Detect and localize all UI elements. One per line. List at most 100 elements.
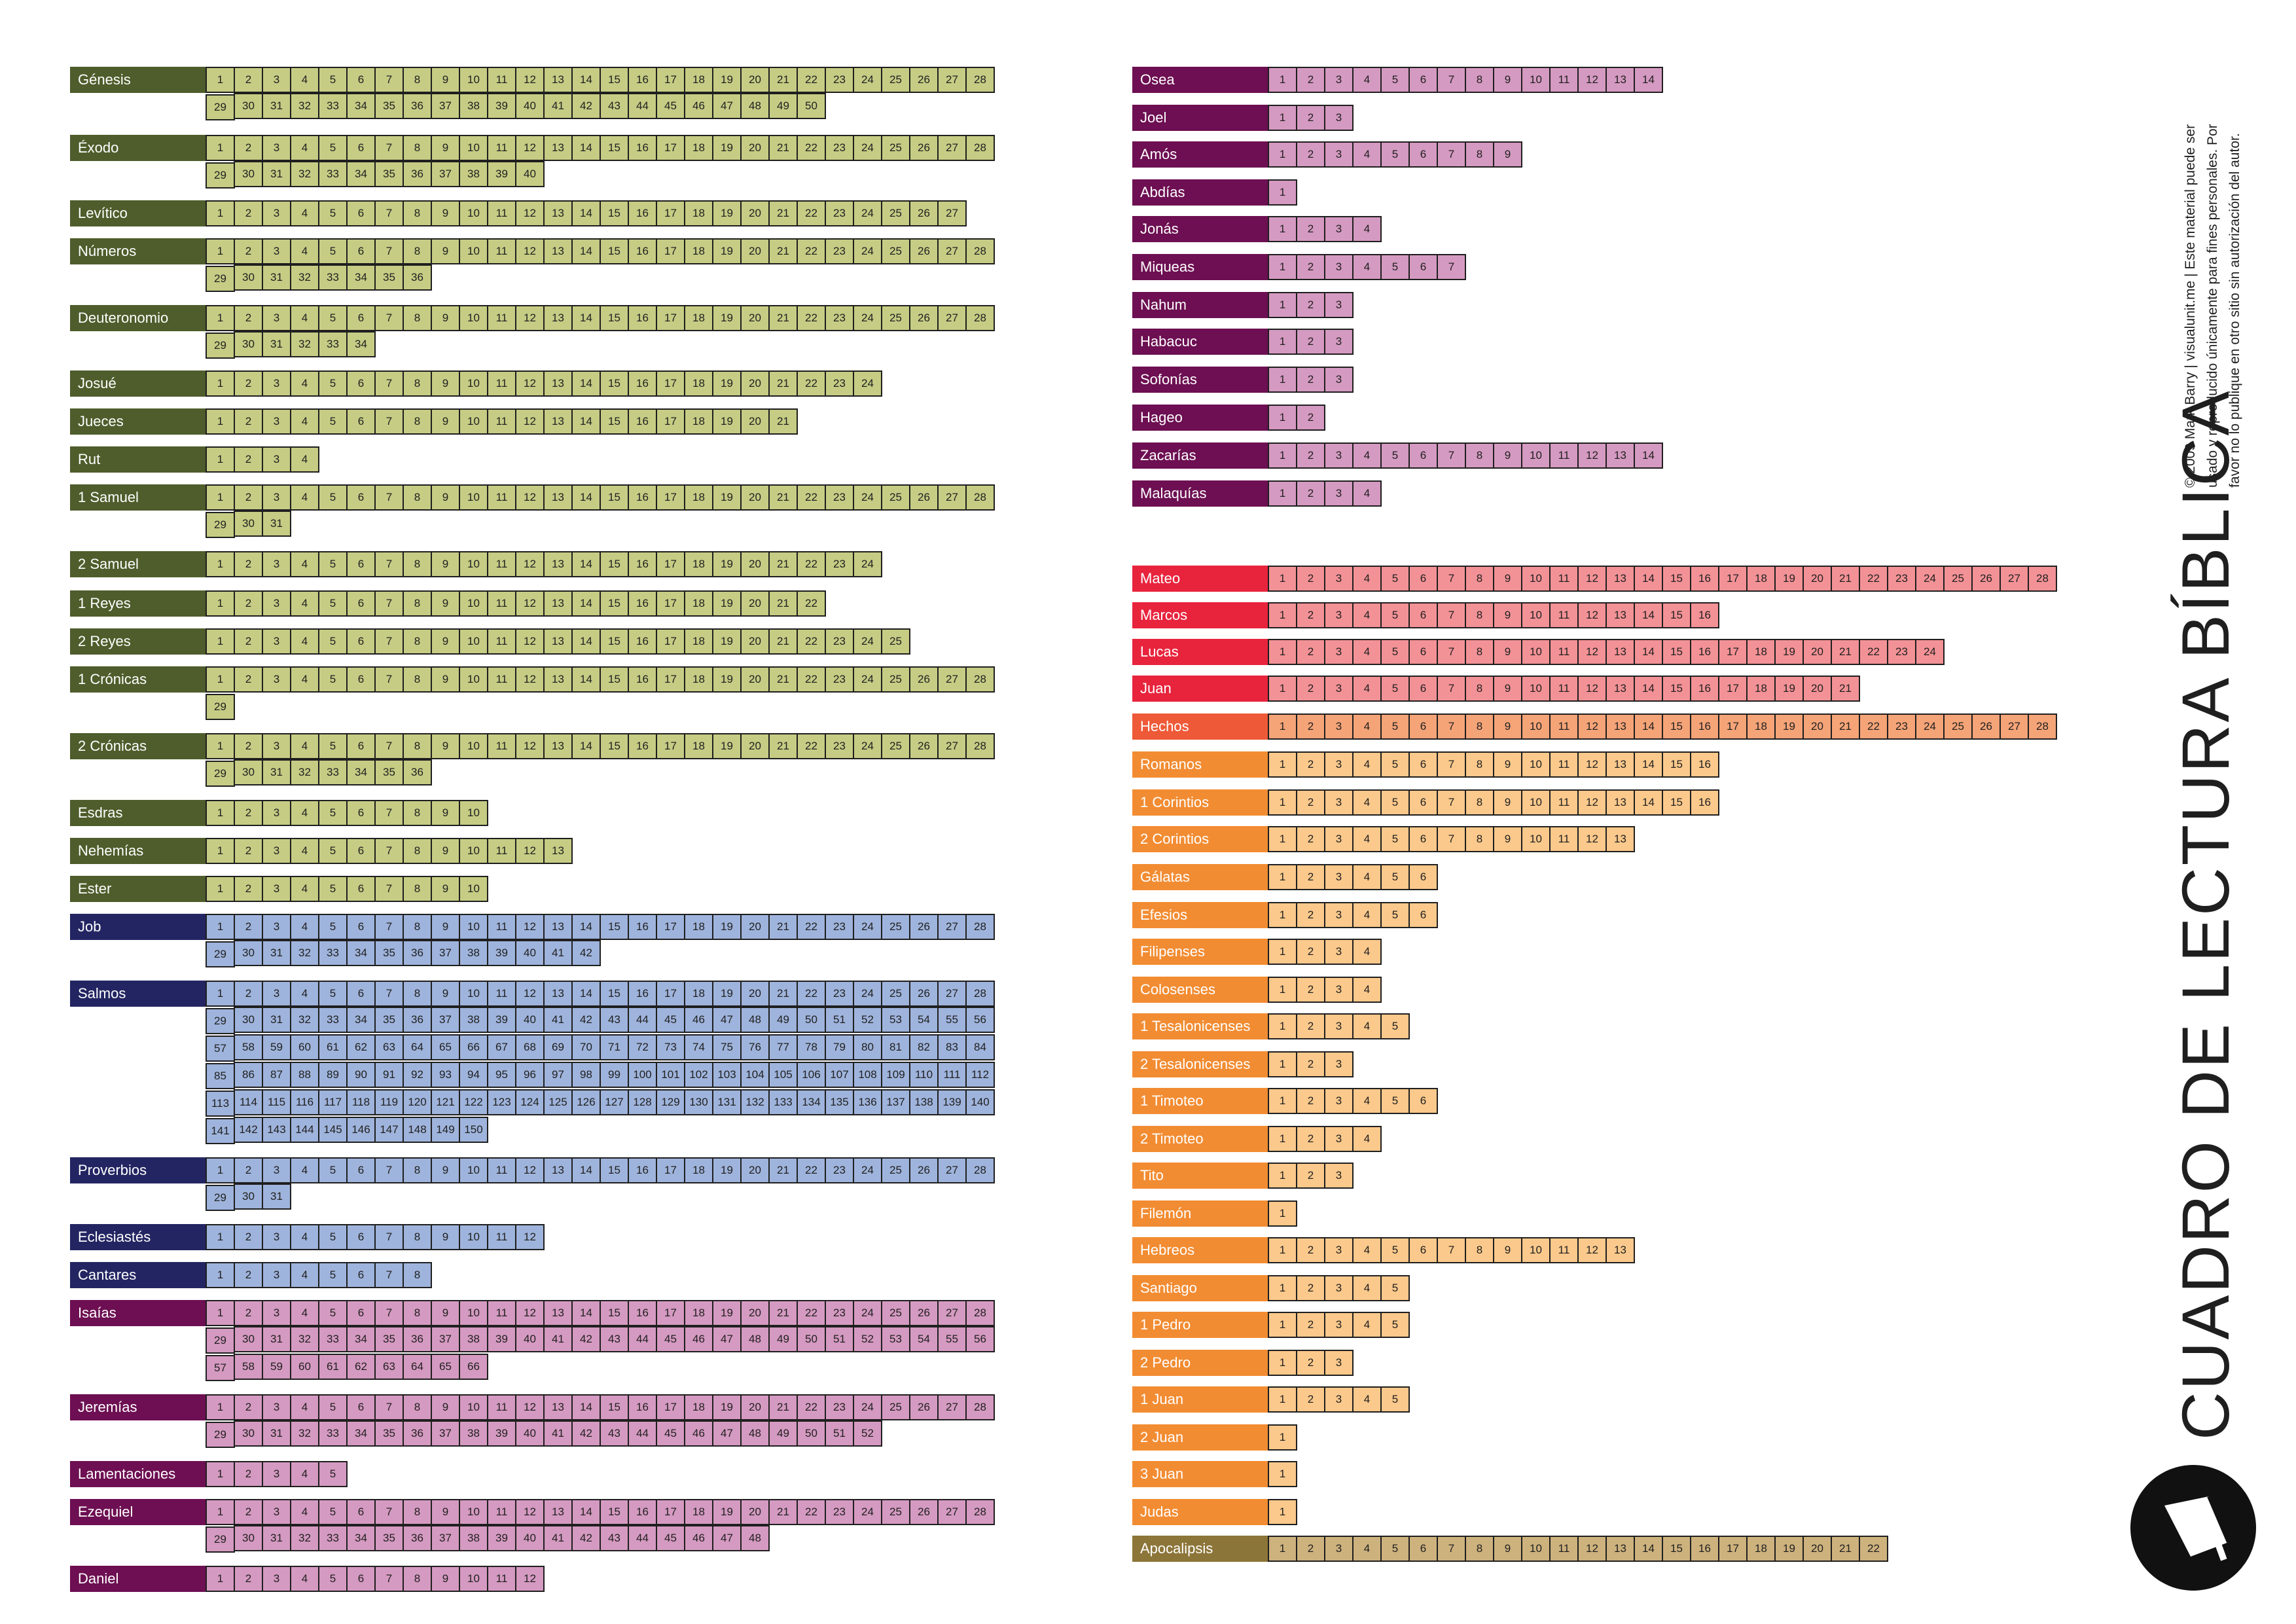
chapter-cell[interactable]: 25 bbox=[881, 238, 910, 264]
chapter-cell[interactable]: 4 bbox=[1352, 480, 1382, 507]
chapter-cell[interactable]: 2 bbox=[234, 551, 263, 577]
chapter-cell[interactable]: 13 bbox=[1605, 751, 1635, 778]
chapter-cell[interactable]: 6 bbox=[346, 67, 376, 93]
chapter-cell[interactable]: 1 bbox=[1268, 480, 1297, 507]
chapter-cell[interactable]: 19 bbox=[1774, 566, 1804, 592]
chapter-cell[interactable]: 3 bbox=[262, 135, 291, 161]
chapter-cell[interactable]: 10 bbox=[459, 67, 488, 93]
chapter-cell[interactable]: 15 bbox=[600, 1394, 629, 1420]
chapter-cell[interactable]: 24 bbox=[853, 551, 882, 577]
chapter-cell[interactable]: 30 bbox=[234, 940, 263, 966]
chapter-cell[interactable]: 25 bbox=[881, 200, 910, 226]
chapter-cell[interactable]: 10 bbox=[1521, 1536, 1551, 1562]
chapter-cell[interactable]: 2 bbox=[1296, 939, 1325, 965]
chapter-cell[interactable]: 6 bbox=[346, 408, 376, 435]
chapter-cell[interactable]: 2 bbox=[1296, 216, 1325, 242]
chapter-cell[interactable]: 3 bbox=[262, 838, 291, 864]
chapter-cell[interactable]: 5 bbox=[318, 733, 348, 759]
chapter-cell[interactable]: 11 bbox=[487, 1394, 516, 1420]
chapter-cell[interactable]: 13 bbox=[543, 305, 573, 331]
chapter-cell[interactable]: 8 bbox=[403, 981, 432, 1007]
chapter-cell[interactable]: 146 bbox=[346, 1117, 376, 1143]
chapter-cell[interactable]: 37 bbox=[431, 940, 460, 966]
chapter-cell[interactable]: 29 bbox=[206, 1422, 235, 1448]
chapter-cell[interactable]: 7 bbox=[374, 628, 404, 655]
chapter-cell[interactable]: 25 bbox=[881, 666, 910, 693]
chapter-cell[interactable]: 6 bbox=[346, 1157, 376, 1183]
chapter-cell[interactable]: 15 bbox=[600, 981, 629, 1007]
chapter-cell[interactable]: 120 bbox=[403, 1089, 432, 1115]
chapter-cell[interactable]: 100 bbox=[628, 1062, 657, 1088]
chapter-cell[interactable]: 8 bbox=[1465, 67, 1494, 93]
chapter-cell[interactable]: 3 bbox=[1324, 939, 1354, 965]
chapter-cell[interactable]: 13 bbox=[1605, 1536, 1635, 1562]
chapter-cell[interactable]: 5 bbox=[318, 67, 348, 93]
chapter-cell[interactable]: 23 bbox=[825, 200, 854, 226]
chapter-cell[interactable]: 4 bbox=[290, 800, 319, 826]
chapter-cell[interactable]: 10 bbox=[1521, 639, 1551, 665]
chapter-cell[interactable]: 18 bbox=[684, 590, 713, 617]
chapter-cell[interactable]: 19 bbox=[712, 628, 742, 655]
chapter-cell[interactable]: 48 bbox=[740, 1326, 770, 1352]
chapter-cell[interactable]: 11 bbox=[1549, 67, 1579, 93]
chapter-cell[interactable]: 68 bbox=[515, 1034, 545, 1060]
chapter-cell[interactable]: 3 bbox=[1324, 566, 1354, 592]
chapter-cell[interactable]: 2 bbox=[1296, 405, 1325, 431]
chapter-cell[interactable]: 1 bbox=[1268, 292, 1297, 318]
chapter-cell[interactable]: 14 bbox=[571, 590, 601, 617]
chapter-cell[interactable]: 22 bbox=[1859, 566, 1888, 592]
chapter-cell[interactable]: 49 bbox=[768, 1420, 798, 1447]
chapter-cell[interactable]: 9 bbox=[431, 800, 460, 826]
chapter-cell[interactable]: 18 bbox=[684, 484, 713, 511]
chapter-cell[interactable]: 2 bbox=[234, 200, 263, 226]
chapter-cell[interactable]: 18 bbox=[684, 408, 713, 435]
chapter-cell[interactable]: 1 bbox=[1268, 902, 1297, 928]
chapter-cell[interactable]: 13 bbox=[543, 200, 573, 226]
chapter-cell[interactable]: 46 bbox=[684, 1007, 713, 1033]
chapter-cell[interactable]: 27 bbox=[937, 666, 967, 693]
chapter-cell[interactable]: 10 bbox=[459, 590, 488, 617]
chapter-cell[interactable]: 47 bbox=[712, 1525, 742, 1551]
chapter-cell[interactable]: 62 bbox=[346, 1034, 376, 1060]
chapter-cell[interactable]: 22 bbox=[1859, 713, 1888, 740]
chapter-cell[interactable]: 1 bbox=[1268, 216, 1297, 242]
chapter-cell[interactable]: 33 bbox=[318, 331, 348, 357]
chapter-cell[interactable]: 31 bbox=[262, 1183, 291, 1210]
chapter-cell[interactable]: 5 bbox=[318, 1300, 348, 1326]
chapter-cell[interactable]: 8 bbox=[403, 1394, 432, 1420]
chapter-cell[interactable]: 6 bbox=[346, 981, 376, 1007]
chapter-cell[interactable]: 30 bbox=[234, 1326, 263, 1352]
chapter-cell[interactable]: 8 bbox=[1465, 826, 1494, 852]
chapter-cell[interactable]: 23 bbox=[825, 238, 854, 264]
chapter-cell[interactable]: 1 bbox=[1268, 1088, 1297, 1114]
chapter-cell[interactable]: 20 bbox=[740, 408, 770, 435]
chapter-cell[interactable]: 2 bbox=[234, 876, 263, 902]
chapter-cell[interactable]: 7 bbox=[374, 135, 404, 161]
chapter-cell[interactable]: 19 bbox=[712, 733, 742, 759]
chapter-cell[interactable]: 26 bbox=[909, 1300, 939, 1326]
chapter-cell[interactable]: 25 bbox=[881, 67, 910, 93]
chapter-cell[interactable]: 4 bbox=[290, 484, 319, 511]
chapter-cell[interactable]: 20 bbox=[740, 551, 770, 577]
chapter-cell[interactable]: 3 bbox=[1324, 1350, 1354, 1376]
chapter-cell[interactable]: 17 bbox=[656, 200, 685, 226]
chapter-cell[interactable]: 1 bbox=[206, 446, 235, 473]
chapter-cell[interactable]: 23 bbox=[1887, 566, 1916, 592]
chapter-cell[interactable]: 2 bbox=[234, 305, 263, 331]
chapter-cell[interactable]: 6 bbox=[346, 666, 376, 693]
chapter-cell[interactable]: 122 bbox=[459, 1089, 488, 1115]
chapter-cell[interactable]: 7 bbox=[374, 1224, 404, 1250]
chapter-cell[interactable]: 5 bbox=[318, 238, 348, 264]
chapter-cell[interactable]: 12 bbox=[1577, 67, 1607, 93]
chapter-cell[interactable]: 8 bbox=[403, 484, 432, 511]
chapter-cell[interactable]: 42 bbox=[571, 1007, 601, 1033]
chapter-cell[interactable]: 17 bbox=[656, 135, 685, 161]
chapter-cell[interactable]: 26 bbox=[909, 666, 939, 693]
chapter-cell[interactable]: 1 bbox=[206, 1300, 235, 1326]
chapter-cell[interactable]: 3 bbox=[262, 1224, 291, 1250]
chapter-cell[interactable]: 3 bbox=[1324, 1126, 1354, 1152]
chapter-cell[interactable]: 12 bbox=[1577, 566, 1607, 592]
chapter-cell[interactable]: 25 bbox=[881, 1394, 910, 1420]
chapter-cell[interactable]: 25 bbox=[881, 484, 910, 511]
chapter-cell[interactable]: 24 bbox=[853, 1394, 882, 1420]
